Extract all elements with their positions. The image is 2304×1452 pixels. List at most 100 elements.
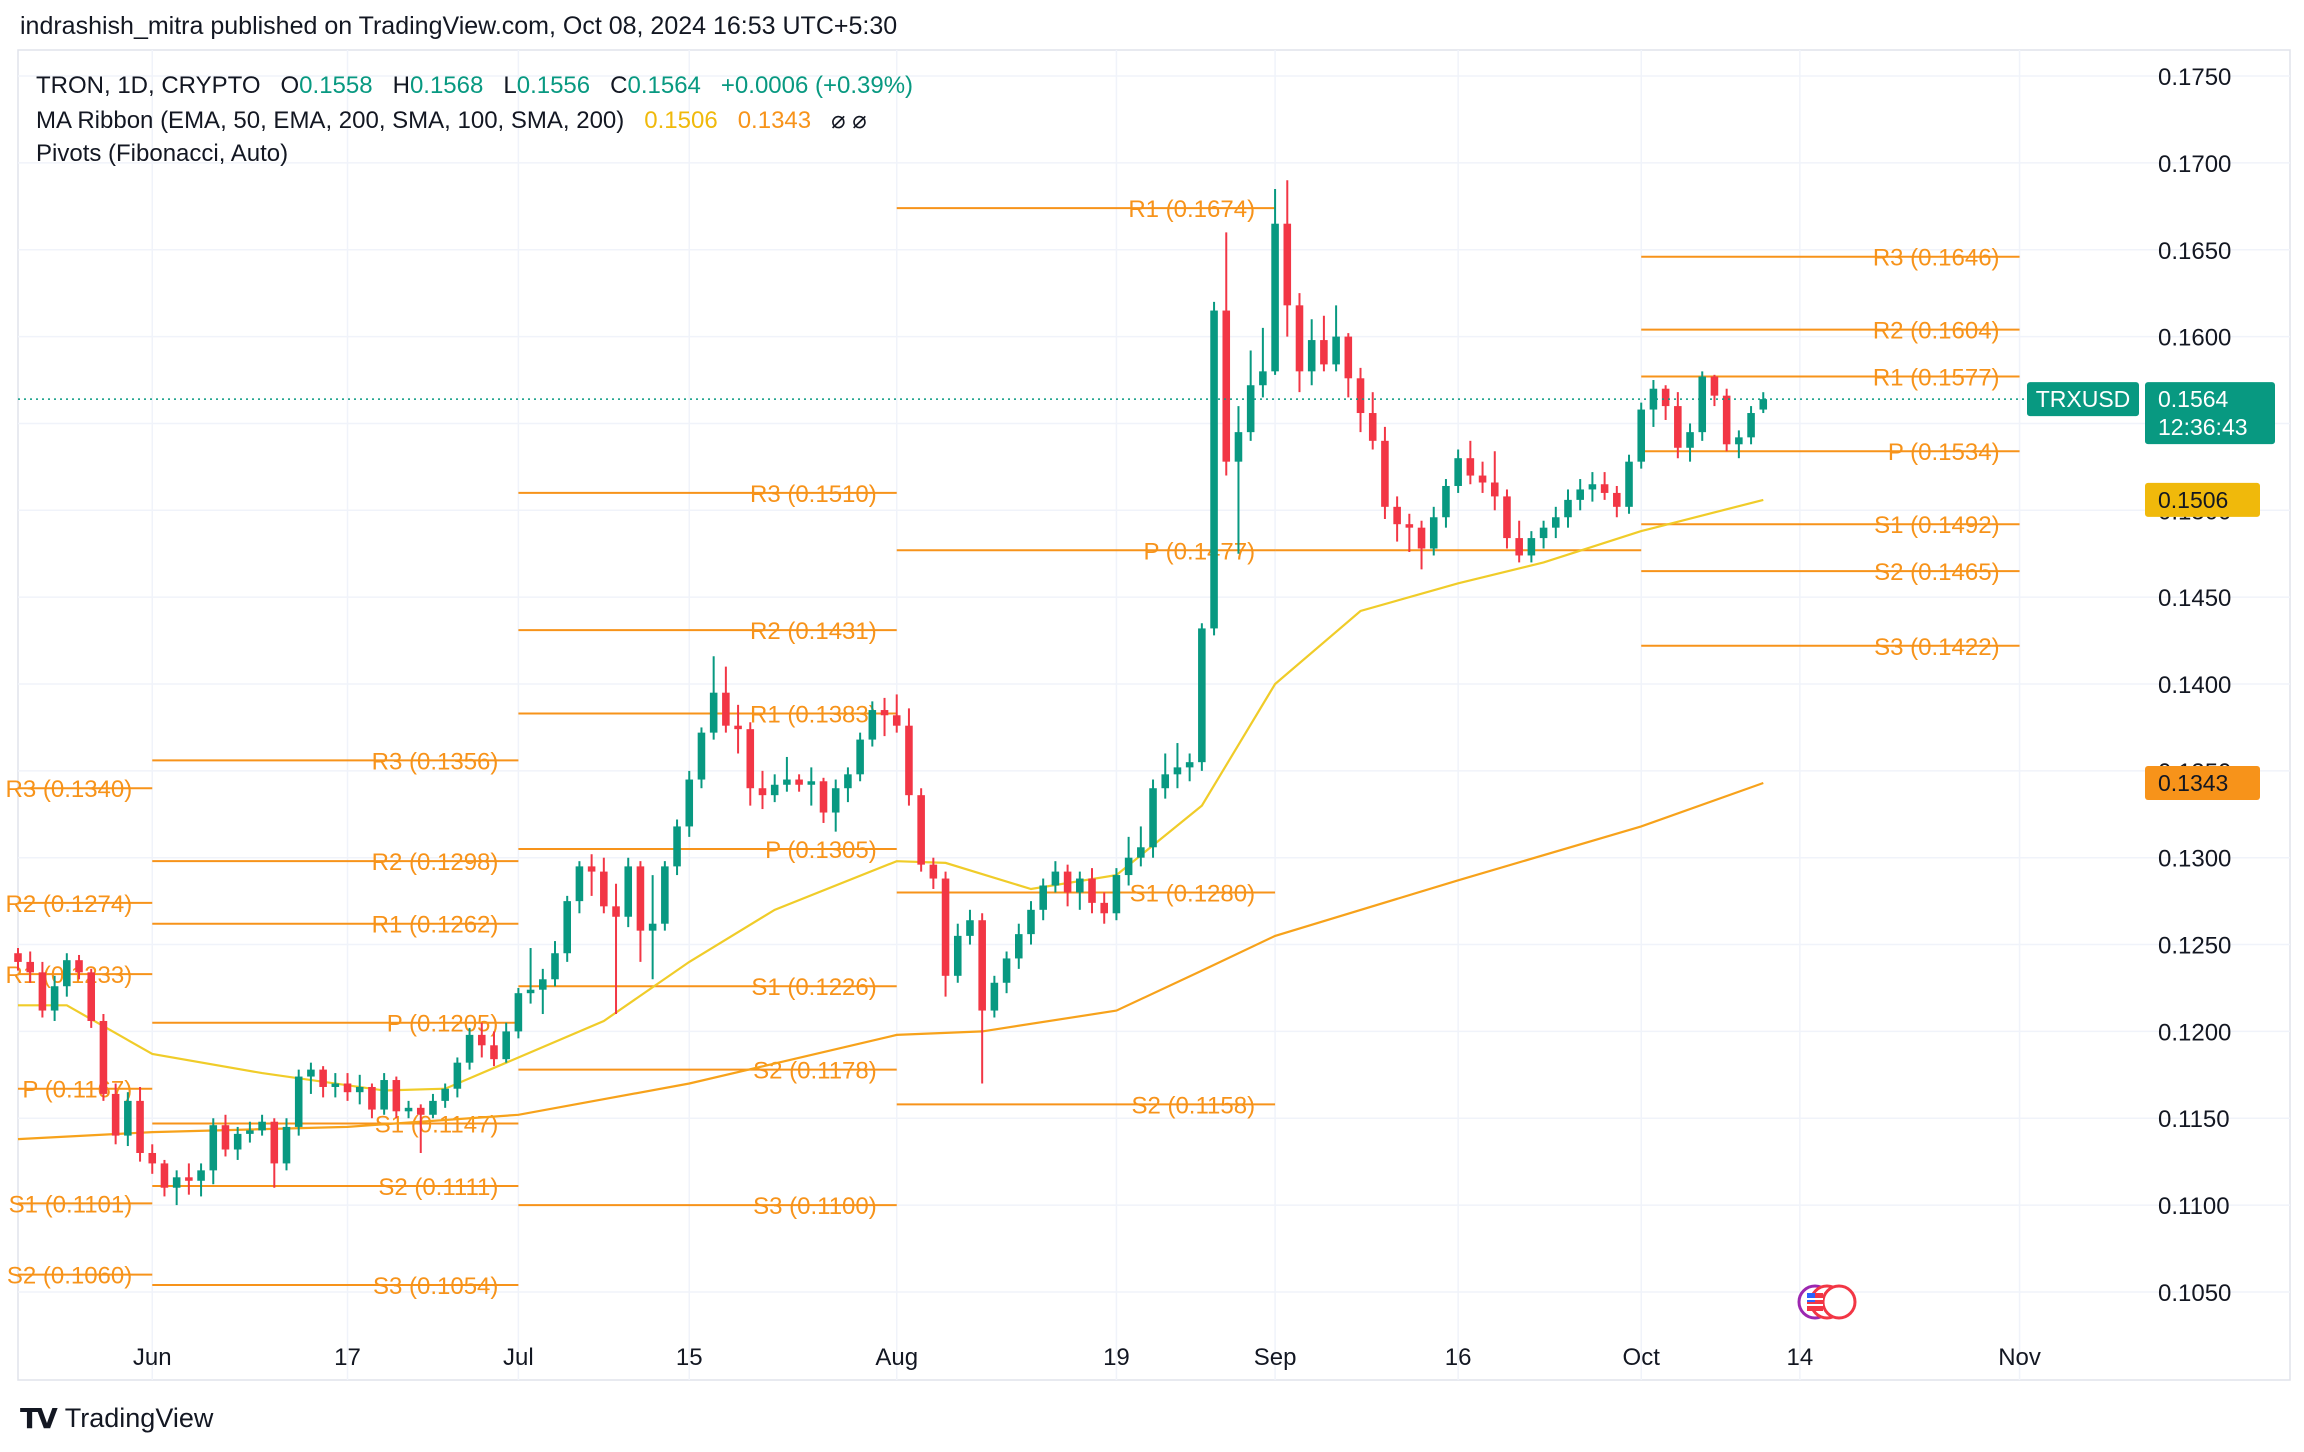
- candle[interactable]: [172, 1170, 181, 1206]
- candle[interactable]: [160, 1159, 169, 1197]
- candle[interactable]: [221, 1114, 230, 1157]
- candle[interactable]: [1381, 426, 1389, 519]
- candle[interactable]: [490, 1031, 498, 1067]
- candle[interactable]: [404, 1100, 413, 1119]
- candle[interactable]: [14, 948, 22, 971]
- candle[interactable]: [1307, 319, 1316, 386]
- candle[interactable]: [1039, 878, 1047, 921]
- candle[interactable]: [1405, 513, 1414, 552]
- economic-events-icon[interactable]: [1797, 1284, 1857, 1320]
- candle[interactable]: [502, 1022, 510, 1063]
- candle[interactable]: [233, 1126, 242, 1160]
- candle[interactable]: [1466, 440, 1475, 485]
- candle[interactable]: [1271, 188, 1279, 375]
- candle[interactable]: [612, 883, 620, 1015]
- candle[interactable]: [1417, 520, 1426, 570]
- candle[interactable]: [1698, 371, 1707, 441]
- candle[interactable]: [563, 895, 571, 962]
- candle[interactable]: [526, 948, 535, 1004]
- candle[interactable]: [75, 954, 83, 980]
- candle[interactable]: [734, 704, 742, 754]
- candle[interactable]: [441, 1083, 449, 1108]
- candle[interactable]: [1625, 454, 1633, 514]
- candle[interactable]: [807, 767, 816, 806]
- candle[interactable]: [1234, 406, 1243, 554]
- candle[interactable]: [319, 1066, 327, 1098]
- candle[interactable]: [1759, 392, 1768, 414]
- candle[interactable]: [453, 1057, 462, 1098]
- candle[interactable]: [844, 767, 852, 803]
- candle[interactable]: [1539, 520, 1548, 549]
- candle[interactable]: [282, 1118, 291, 1171]
- candle[interactable]: [661, 861, 669, 931]
- candle[interactable]: [1674, 392, 1682, 459]
- candle[interactable]: [978, 913, 986, 1084]
- candle[interactable]: [1185, 753, 1194, 782]
- candle[interactable]: [294, 1069, 303, 1136]
- candle[interactable]: [343, 1073, 352, 1101]
- candle[interactable]: [1283, 180, 1292, 337]
- candle[interactable]: [1344, 333, 1353, 398]
- candle[interactable]: [465, 1027, 474, 1070]
- candle[interactable]: [539, 968, 547, 1015]
- candle[interactable]: [197, 1163, 205, 1197]
- candle[interactable]: [1613, 485, 1621, 518]
- candle[interactable]: [1429, 506, 1438, 556]
- candle[interactable]: [1161, 753, 1170, 799]
- y-axis[interactable]: 0.1050 0.1100 0.1150 0.1200 0.1250 0.1300 0.13…: [2158, 64, 2231, 1307]
- candle[interactable]: [868, 701, 877, 747]
- candle[interactable]: [63, 953, 71, 997]
- ma-ribbon-legend[interactable]: MA Ribbon (EMA, 50, EMA, 200, SMA, 100, …: [36, 106, 867, 135]
- candle[interactable]: [331, 1073, 340, 1098]
- candle[interactable]: [209, 1118, 218, 1185]
- candle[interactable]: [917, 788, 925, 872]
- candle[interactable]: [50, 975, 59, 1021]
- candle[interactable]: [941, 871, 950, 997]
- candle[interactable]: [953, 923, 962, 983]
- candle[interactable]: [1552, 506, 1560, 539]
- candle[interactable]: [1747, 406, 1755, 445]
- candle[interactable]: [551, 941, 559, 987]
- candle[interactable]: [587, 854, 596, 896]
- candle[interactable]: [1637, 402, 1646, 469]
- candle[interactable]: [1088, 868, 1096, 914]
- candle[interactable]: [880, 697, 889, 737]
- candle[interactable]: [1112, 868, 1121, 921]
- candle[interactable]: [685, 770, 694, 837]
- candle[interactable]: [1478, 461, 1487, 493]
- candle[interactable]: [1295, 293, 1304, 393]
- candle[interactable]: [1198, 623, 1206, 771]
- candle[interactable]: [1356, 367, 1365, 433]
- candle[interactable]: [1490, 451, 1499, 511]
- candle[interactable]: [1600, 472, 1609, 500]
- candle[interactable]: [1442, 479, 1450, 528]
- candle[interactable]: [1710, 374, 1719, 407]
- candle[interactable]: [1722, 388, 1731, 452]
- candle[interactable]: [966, 909, 974, 945]
- candle[interactable]: [1661, 385, 1670, 420]
- candle[interactable]: [722, 666, 730, 733]
- candle[interactable]: [1149, 779, 1157, 858]
- candle[interactable]: [905, 708, 913, 806]
- candle[interactable]: [600, 857, 608, 914]
- candle[interactable]: [477, 1022, 486, 1058]
- candle[interactable]: [270, 1118, 279, 1188]
- candle[interactable]: [124, 1092, 132, 1147]
- candle[interactable]: [111, 1083, 120, 1145]
- symbol-legend[interactable]: TRON, 1D, CRYPTO O0.1558 H0.1568 L0.1556…: [36, 72, 913, 100]
- candle[interactable]: [697, 727, 706, 789]
- candle[interactable]: [148, 1144, 157, 1174]
- candle[interactable]: [856, 732, 864, 782]
- candle[interactable]: [99, 1014, 108, 1101]
- candle[interactable]: [1222, 232, 1231, 476]
- candle[interactable]: [892, 694, 901, 733]
- candle[interactable]: [1320, 315, 1328, 372]
- candle[interactable]: [990, 975, 999, 1018]
- candle[interactable]: [355, 1074, 364, 1105]
- candle[interactable]: [429, 1093, 437, 1119]
- candle[interactable]: [87, 968, 96, 1028]
- candle[interactable]: [783, 756, 791, 792]
- candle[interactable]: [368, 1083, 376, 1119]
- candle[interactable]: [1686, 423, 1694, 462]
- candle[interactable]: [380, 1073, 388, 1115]
